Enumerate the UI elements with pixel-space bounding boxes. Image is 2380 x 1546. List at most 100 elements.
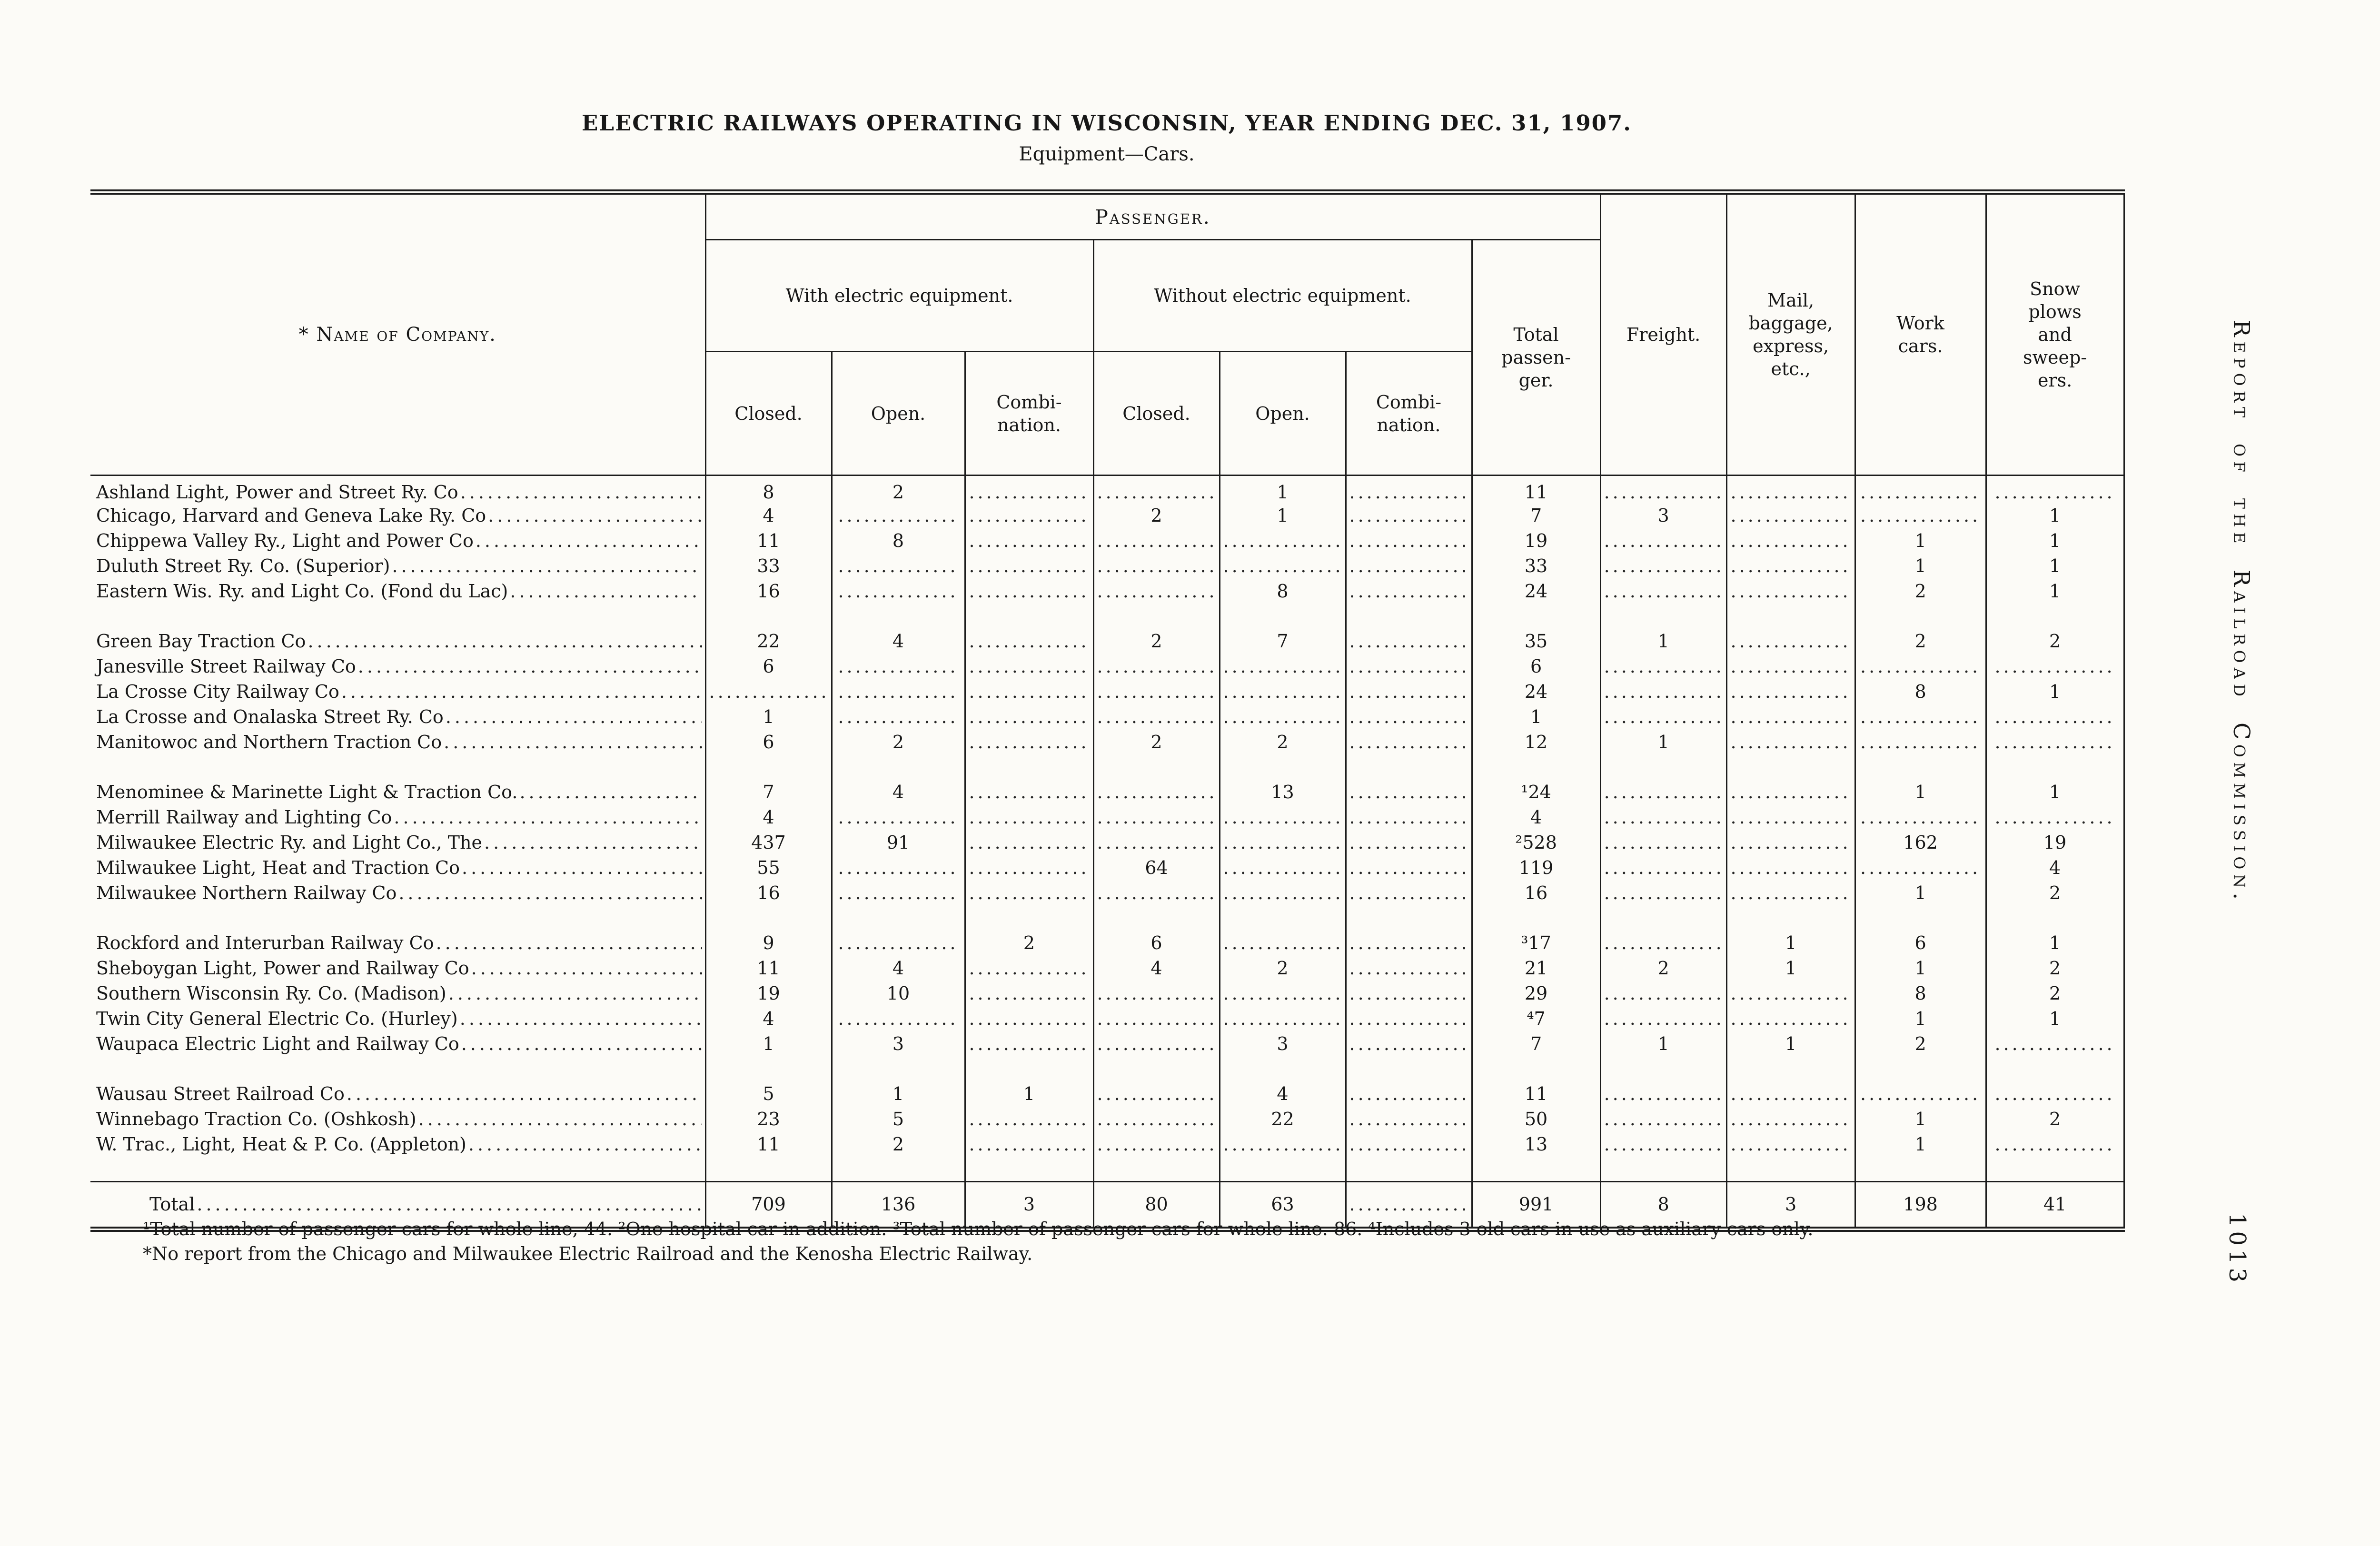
value-cell [1345,553,1472,578]
dotted-leader [442,732,702,753]
value-cell [964,1131,1093,1157]
value-cell [1985,804,2125,830]
value-cell: 4 [1985,855,2125,880]
company-name-cell [90,1157,705,1181]
value-cell [1726,905,1855,930]
value-cell [704,604,832,628]
value-cell: 2 [831,729,965,754]
value-cell [964,704,1093,729]
dotted-leader [482,832,702,853]
value-cell [964,804,1093,830]
value-cell [1726,754,1855,779]
value-cell: 2 [831,475,965,503]
value-cell [1345,475,1472,503]
value-cell [1726,1106,1855,1131]
value-cell [1092,604,1220,628]
value-cell: 6 [1092,930,1220,955]
value-cell: 3 [1599,503,1727,528]
value-cell: 16 [704,880,832,905]
dotted-leader [339,681,702,702]
value-cell: 55 [704,855,832,880]
value-cell: 2 [1854,1031,1986,1056]
value-cell [1854,855,1986,880]
value-cell [1726,1056,1855,1081]
value-cell: 8 [831,528,965,553]
value-cell [1985,1031,2125,1056]
value-cell: 91 [831,830,965,855]
value-cell [1219,604,1346,628]
value-cell [1219,880,1346,905]
table-row: Ashland Light, Power and Street Ry. Co 82… [90,475,2125,503]
value-cell [1345,654,1472,679]
col-header-without-electric: Without electric equipment. [1092,239,1472,352]
company-name: Wausau Street Railroad Co [96,1083,345,1104]
value-cell: 50 [1471,1106,1601,1131]
equipment-table: * Name of Company. Passenger. Freight. M… [90,189,2125,1232]
table-row: Manitowoc and Northern Traction Co622212… [90,729,2125,754]
value-cell: 119 [1471,855,1601,880]
value-cell [1599,654,1727,679]
value-cell: 1 [1985,578,2125,604]
value-cell: 1 [1854,880,1986,905]
value-cell: 8 [1599,1180,1727,1229]
table-row: Rockford and Interurban Railway Co926³17… [90,930,2125,955]
company-name-cell: Chippewa Valley Ry., Light and Power Co [90,528,705,553]
value-cell [831,604,965,628]
value-cell [1345,955,1472,981]
value-cell: 1 [1985,679,2125,704]
value-cell: 3 [1219,1031,1346,1056]
value-cell: 2 [1092,729,1220,754]
value-cell: 12 [1471,729,1601,754]
value-cell [964,628,1093,654]
value-cell: 8 [1219,578,1346,604]
value-cell [1345,578,1472,604]
table-row: La Crosse City Railway Co 24 81 [90,679,2125,704]
dotted-leader [517,782,702,803]
value-cell: 2 [964,930,1093,955]
value-cell [1726,1081,1855,1106]
dotted-leader [508,581,702,602]
value-cell: 1 [1726,930,1855,955]
group-spacer-row [90,754,2125,779]
value-cell: 11 [704,955,832,981]
company-name: W. Trac., Light, Heat & P. Co. (Appleton… [96,1133,466,1155]
company-name-cell [90,754,705,779]
value-cell [1726,830,1855,855]
value-cell [1599,855,1727,880]
value-cell [1985,1131,2125,1157]
value-cell [1726,528,1855,553]
table-row: Menominee & Marinette Light & Traction C… [90,779,2125,804]
value-cell [1092,1157,1220,1181]
footnote-numbered: ¹Total number of passenger cars for whol… [143,1219,1814,1239]
value-cell [1219,830,1346,855]
value-cell: 29 [1471,981,1601,1006]
value-cell: 1 [704,704,832,729]
dotted-leader [444,706,702,727]
value-cell [1985,704,2125,729]
value-cell [1219,804,1346,830]
value-cell [1092,553,1220,578]
value-cell: 162 [1854,830,1986,855]
value-cell [831,704,965,729]
value-cell [1599,804,1727,830]
table-row: Winnebago Traction Co. (Oshkosh) 235 22 50 1… [90,1106,2125,1131]
value-cell [1345,1180,1472,1229]
value-cell: 9 [704,930,832,955]
value-cell [1985,1081,2125,1106]
col-header-passenger-group: Passenger. [704,192,1601,240]
value-cell [1726,1157,1855,1181]
value-cell [964,905,1093,930]
value-cell: 11 [1471,475,1601,503]
table-row: Waupaca Electric Light and Railway Co133… [90,1031,2125,1056]
value-cell [964,654,1093,679]
value-cell [1471,604,1601,628]
value-cell [704,754,832,779]
value-cell [1854,1081,1986,1106]
value-cell [1854,1157,1986,1181]
value-cell: 33 [1471,553,1601,578]
dotted-leader [458,482,702,503]
value-cell [1345,1006,1472,1031]
value-cell: 2 [1854,578,1986,604]
value-cell [1092,1081,1220,1106]
